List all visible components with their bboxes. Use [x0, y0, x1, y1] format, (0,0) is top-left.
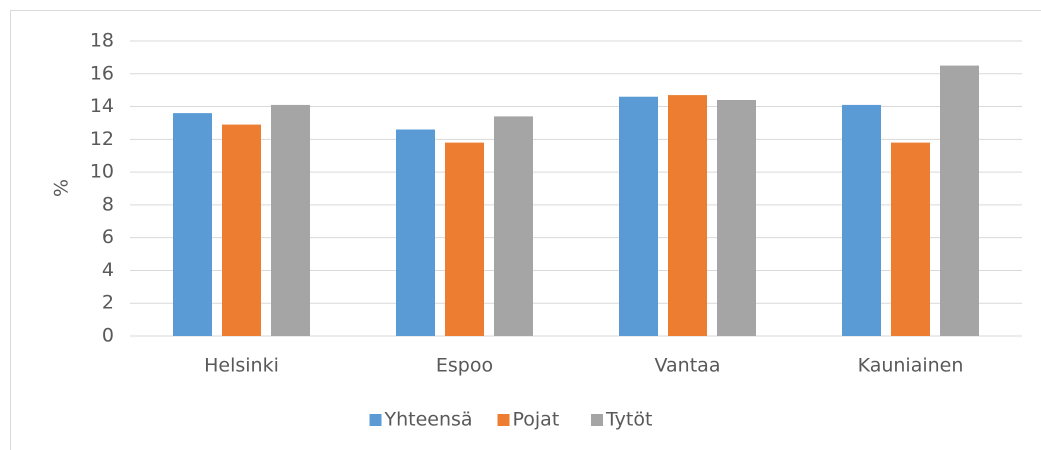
bar	[619, 96, 658, 336]
legend-swatch	[369, 414, 382, 426]
bar	[271, 104, 310, 337]
legend-label: Yhteensä	[384, 409, 473, 431]
y-tick-label: 2	[102, 292, 114, 314]
x-tick-label: Kauniainen	[858, 355, 964, 377]
bar	[842, 104, 881, 337]
x-tick-label: Vantaa	[655, 355, 721, 377]
legend-label: Pojat	[513, 409, 560, 431]
y-tick-label: 10	[90, 161, 114, 183]
y-tick-label: 12	[90, 128, 114, 150]
legend-swatch	[591, 414, 603, 426]
y-tick-label: 14	[90, 95, 114, 117]
bar	[940, 65, 979, 336]
bar	[717, 100, 756, 336]
bar	[445, 142, 484, 336]
y-tick-label: 0	[102, 325, 114, 347]
legend-swatch	[497, 414, 510, 426]
x-tick-label: Helsinki	[204, 355, 279, 377]
y-tick-label: 16	[90, 62, 114, 84]
bar	[891, 142, 930, 336]
bar	[396, 129, 435, 336]
y-tick-label: 8	[102, 193, 114, 215]
x-tick-label: Espoo	[436, 355, 493, 377]
y-tick-label: 6	[102, 226, 114, 248]
y-axis-label: %	[51, 179, 73, 197]
chart-border	[10, 10, 1041, 450]
y-tick-label: 4	[102, 259, 114, 281]
bar	[222, 124, 261, 336]
bar	[173, 113, 212, 336]
legend-label: Tytöt	[605, 409, 652, 431]
bar	[668, 95, 707, 336]
bar	[494, 116, 533, 336]
y-tick-label: 18	[90, 30, 114, 52]
